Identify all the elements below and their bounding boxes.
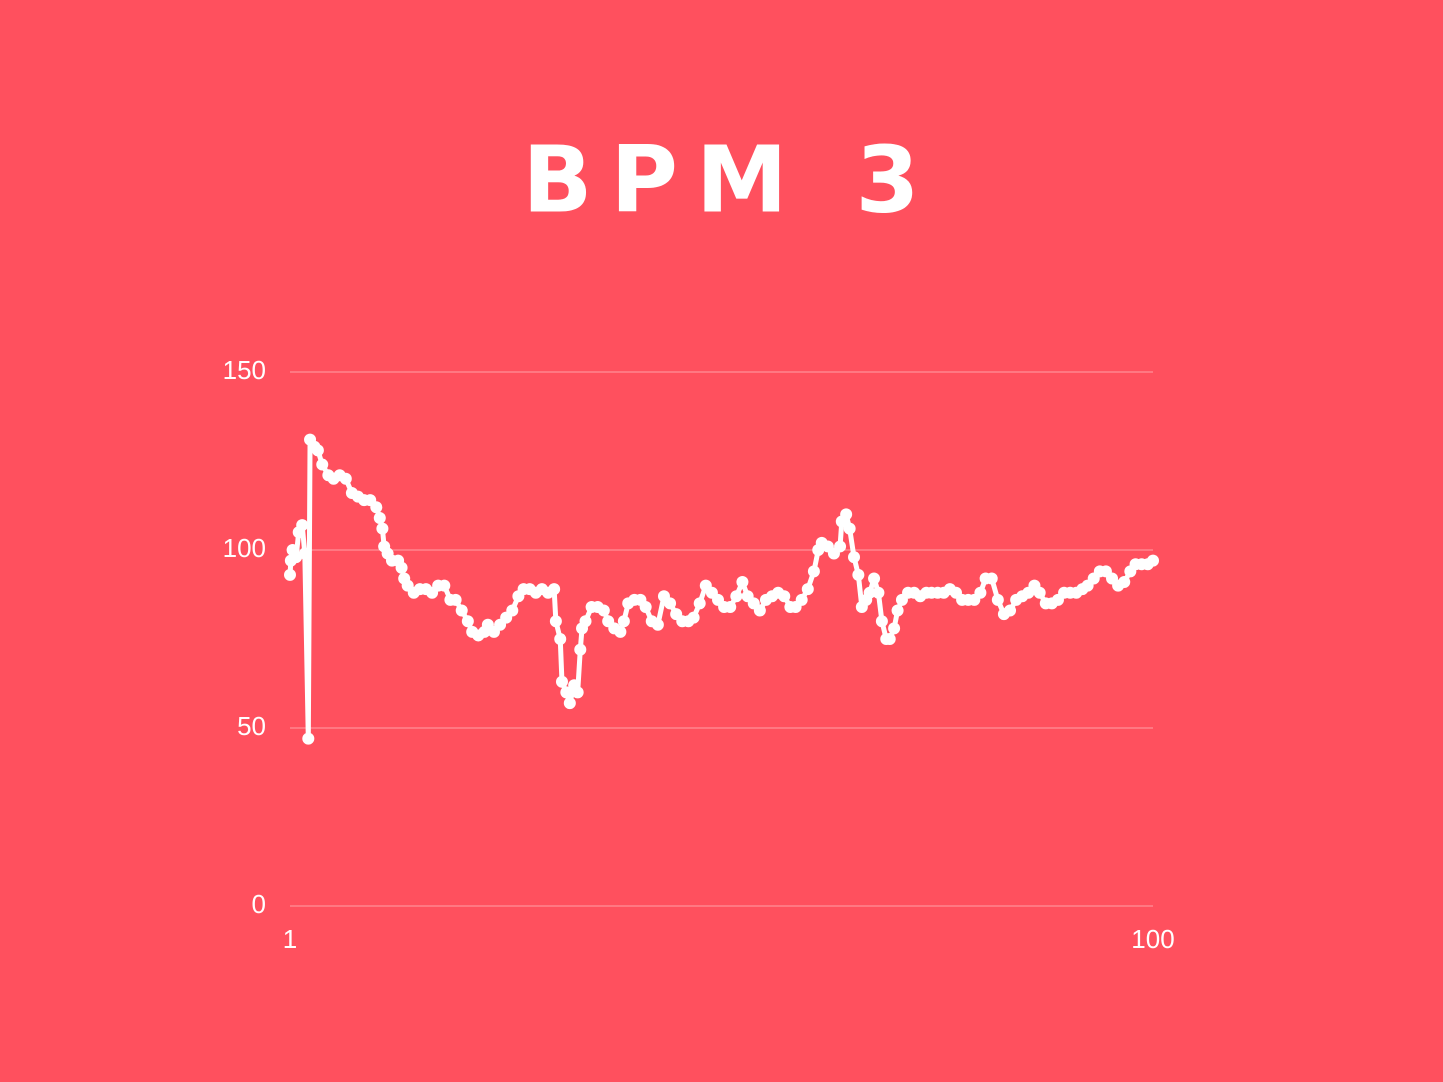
data-point xyxy=(736,576,749,589)
data-point xyxy=(316,458,329,471)
data-point xyxy=(974,586,987,599)
data-point xyxy=(687,611,700,624)
data-point xyxy=(795,593,808,606)
y-tick-label: 150 xyxy=(223,355,266,385)
data-point xyxy=(848,551,861,564)
data-point xyxy=(863,586,876,599)
x-tick-label: 100 xyxy=(1131,924,1174,954)
data-point xyxy=(843,522,856,535)
data-point xyxy=(807,565,820,578)
data-point xyxy=(549,615,562,628)
data-point xyxy=(438,579,451,592)
data-point xyxy=(614,625,627,638)
data-point xyxy=(883,633,896,645)
y-tick-label: 100 xyxy=(223,533,266,563)
data-point xyxy=(991,593,1004,606)
data-point xyxy=(753,604,766,617)
data-point xyxy=(571,686,584,699)
data-point xyxy=(449,593,462,606)
data-point xyxy=(1147,554,1159,567)
data-point xyxy=(834,540,847,553)
data-point xyxy=(1118,576,1131,589)
data-point xyxy=(852,568,865,581)
chart-title: BPM 3 xyxy=(522,126,937,233)
data-point xyxy=(370,501,383,514)
data-point xyxy=(1033,586,1046,599)
data-point xyxy=(872,586,885,599)
data-point xyxy=(563,697,576,710)
data-point xyxy=(579,615,592,628)
data-point xyxy=(868,572,881,585)
data-point xyxy=(560,686,573,699)
data-point xyxy=(840,508,853,521)
data-point xyxy=(875,615,888,628)
data-point xyxy=(651,618,664,631)
data-point xyxy=(985,572,998,585)
data-point xyxy=(298,547,311,560)
data-point xyxy=(339,472,352,485)
y-tick-label: 0 xyxy=(252,889,266,919)
data-point xyxy=(597,604,610,617)
data-point xyxy=(548,583,561,596)
data-point xyxy=(574,643,587,656)
data-point xyxy=(296,519,309,532)
data-point xyxy=(730,590,743,603)
data-point xyxy=(888,622,901,635)
data-point xyxy=(891,604,904,617)
data-point xyxy=(302,732,315,745)
data-point xyxy=(506,604,519,617)
data-point xyxy=(801,583,814,596)
data-point xyxy=(395,561,408,574)
data-point xyxy=(1004,604,1017,617)
y-tick-label: 50 xyxy=(237,711,266,741)
data-point xyxy=(778,590,791,603)
x-tick-label: 1 xyxy=(283,924,297,954)
data-point xyxy=(639,600,652,613)
data-point xyxy=(555,675,568,688)
data-point xyxy=(455,604,468,617)
data-point xyxy=(284,568,296,581)
data-point xyxy=(376,522,389,535)
data-point xyxy=(554,633,567,645)
data-point xyxy=(693,597,706,610)
data-point xyxy=(373,511,386,524)
data-point xyxy=(724,600,737,613)
data-point xyxy=(617,615,630,628)
data-point xyxy=(311,444,324,457)
data-point xyxy=(664,597,677,610)
data-point xyxy=(461,615,474,628)
